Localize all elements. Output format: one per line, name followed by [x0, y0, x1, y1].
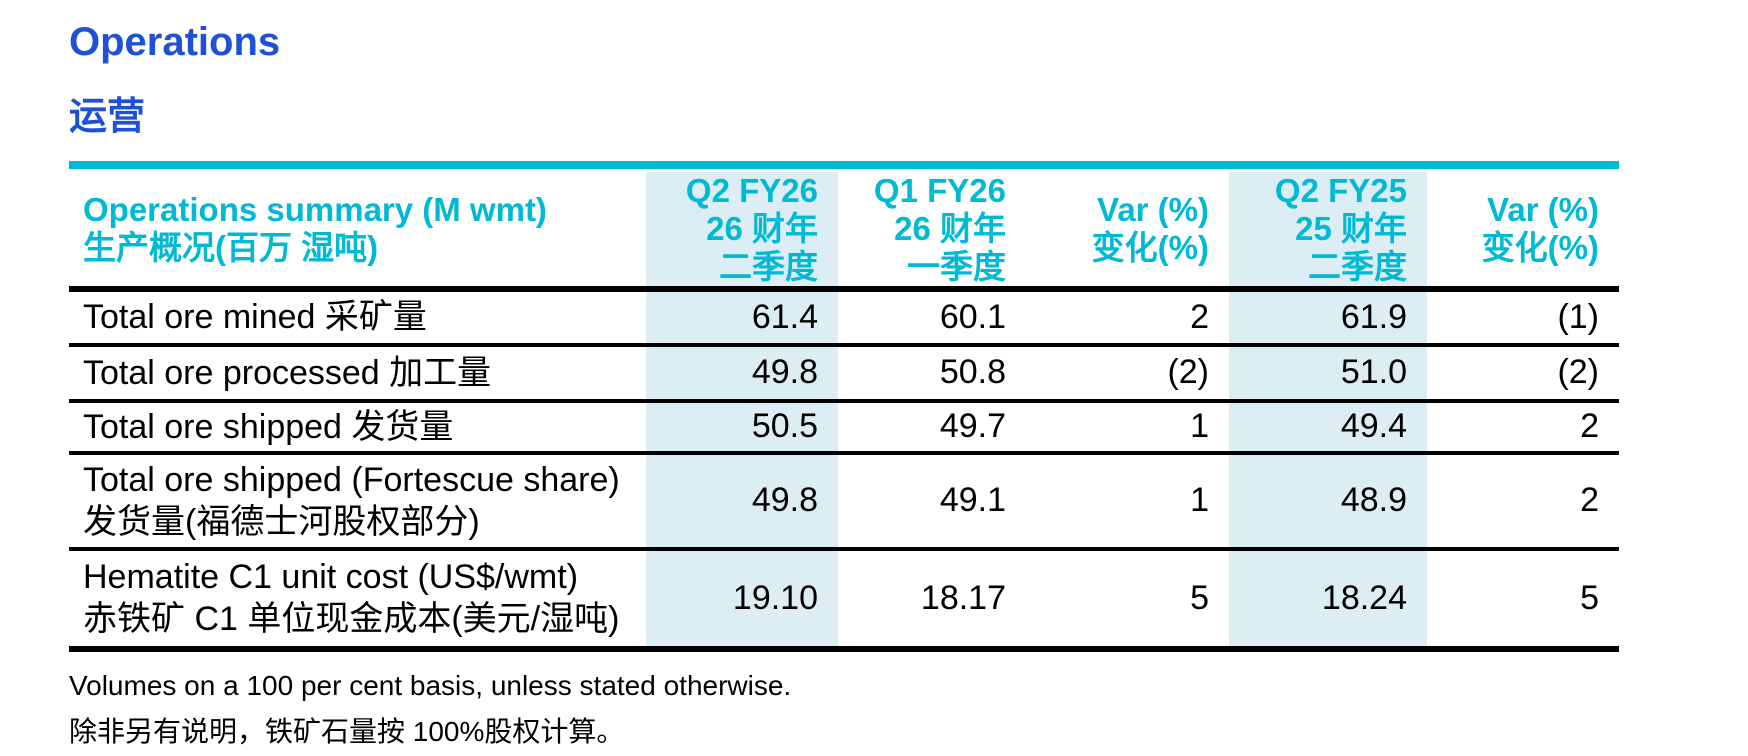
cell-value: 50.5 — [646, 398, 838, 453]
cell-value: 61.9 — [1229, 288, 1427, 345]
row-label: Total ore shipped (Fortescue share) 发货量(… — [69, 450, 646, 549]
table-header-row: Operations summary (M wmt) 生产概况(百万 湿吨) Q… — [69, 171, 1619, 292]
operations-table-section: Operations summary (M wmt) 生产概况(百万 湿吨) Q… — [69, 160, 1619, 652]
header-q1-fy26: Q1 FY26 26 财年 一季度 — [838, 171, 1026, 292]
cell-value: 50.8 — [838, 342, 1026, 401]
header-q2-fy25: Q2 FY25 25 财年 二季度 — [1229, 171, 1427, 292]
footnote-en: Volumes on a 100 per cent basis, unless … — [69, 669, 792, 701]
header-var-qoq: Var (%) 变化(%) — [1026, 171, 1229, 292]
row-label: Total ore processed 加工量 — [69, 342, 646, 401]
row-label: Total ore shipped 发货量 — [69, 398, 646, 453]
footnote-zh: 除非另有说明，铁矿石量按 100%股权计算。 — [69, 716, 625, 748]
cell-value: 61.4 — [646, 288, 838, 345]
row-label: Hematite C1 unit cost (US$/wmt) 赤铁矿 C1 单… — [69, 546, 646, 652]
header-var-yoy-en: Var (%) — [1487, 190, 1599, 228]
cell-value: (1) — [1557, 297, 1599, 336]
header-q1-fy26-zh2: 一季度 — [907, 247, 1006, 285]
cell-value: 18.24 — [1229, 546, 1427, 652]
header-q2-fy26-zh2: 二季度 — [719, 247, 818, 285]
header-q2-fy26-zh1: 26 财年 — [706, 209, 818, 247]
page-title-zh: 运营 — [69, 96, 146, 138]
header-operations-summary: Operations summary (M wmt) 生产概况(百万 湿吨) — [69, 171, 646, 292]
table-row-hematite-c1-unit-cost: Hematite C1 unit cost (US$/wmt) 赤铁矿 C1 单… — [69, 546, 1619, 652]
cell-value: 49.1 — [838, 450, 1026, 549]
operations-summary-table: Operations summary (M wmt) 生产概况(百万 湿吨) Q… — [69, 171, 1619, 652]
header-var-qoq-zh: 变化(%) — [1091, 228, 1209, 266]
header-q1-fy26-en: Q1 FY26 — [873, 171, 1006, 209]
header-var-yoy: Var (%) 变化(%) — [1427, 171, 1619, 292]
table-row-total-ore-mined: Total ore mined 采矿量 61.4 60.1 2 61.9 (1) — [69, 288, 1619, 345]
cell-value: 2 — [1427, 450, 1619, 549]
cell-value: 19.10 — [646, 546, 838, 652]
row-label: Total ore mined 采矿量 — [83, 298, 427, 337]
cell-value: 49.8 — [646, 450, 838, 549]
header-q2-fy25-en: Q2 FY25 — [1274, 171, 1407, 209]
table-row-total-ore-shipped-fortescue-share: Total ore shipped (Fortescue share) 发货量(… — [69, 450, 1619, 549]
header-q2-fy26: Q2 FY26 26 财年 二季度 — [646, 171, 838, 292]
header-operations-summary-zh: 生产概况(百万 湿吨) — [83, 228, 379, 266]
table-accent-bar — [69, 160, 1619, 169]
cell-value: 18.17 — [838, 546, 1026, 652]
header-q2-fy26-en: Q2 FY26 — [685, 171, 818, 209]
cell-value: 48.9 — [1229, 450, 1427, 549]
cell-value: 1 — [1026, 450, 1229, 549]
cell-value: 51.0 — [1229, 342, 1427, 401]
cell-value: 49.7 — [838, 398, 1026, 453]
cell-value: (2) — [1026, 342, 1229, 401]
header-q1-fy26-zh1: 26 财年 — [894, 209, 1006, 247]
cell-value: 1 — [1026, 398, 1229, 453]
cell-value: 49.8 — [646, 342, 838, 401]
header-var-qoq-en: Var (%) — [1097, 190, 1209, 228]
cell-value: 49.4 — [1229, 398, 1427, 453]
header-var-yoy-zh: 变化(%) — [1481, 228, 1599, 266]
header-operations-summary-en: Operations summary (M wmt) — [83, 190, 547, 228]
cell-value: 5 — [1427, 546, 1619, 652]
header-q2-fy25-zh2: 二季度 — [1308, 247, 1407, 285]
table-row-total-ore-processed: Total ore processed 加工量 49.8 50.8 (2) 51… — [69, 342, 1619, 401]
header-q2-fy25-zh1: 25 财年 — [1295, 209, 1407, 247]
cell-value: 2 — [1190, 297, 1209, 336]
page-title-en: Operations — [69, 20, 281, 64]
table-row-total-ore-shipped: Total ore shipped 发货量 50.5 49.7 1 49.4 2 — [69, 398, 1619, 453]
cell-value: 60.1 — [939, 297, 1006, 336]
cell-value: 5 — [1026, 546, 1229, 652]
cell-value: (2) — [1427, 342, 1619, 401]
cell-value: 2 — [1427, 398, 1619, 453]
